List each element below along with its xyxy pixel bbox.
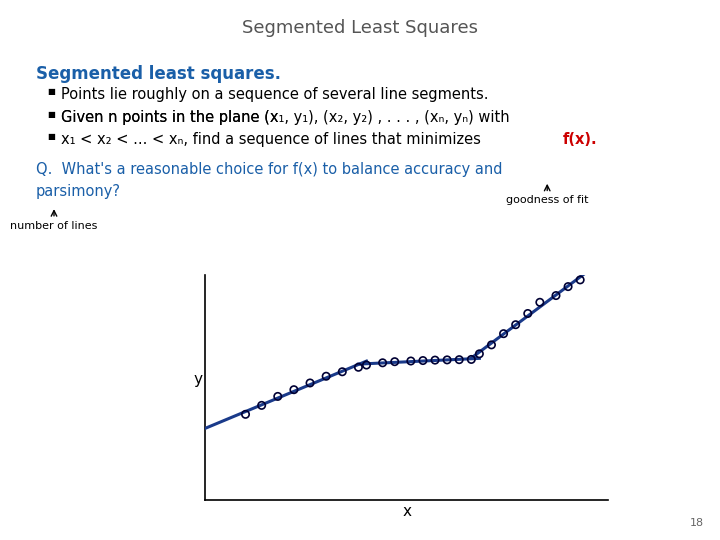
Y-axis label: y: y — [194, 373, 203, 388]
Text: x₁ < x₂ < ... < xₙ, find a sequence of lines that minimizes: x₁ < x₂ < ... < xₙ, find a sequence of l… — [61, 132, 486, 147]
Point — [562, 282, 574, 291]
Point — [441, 355, 453, 364]
Point — [575, 275, 586, 284]
Point — [550, 291, 562, 300]
Text: goodness of fit: goodness of fit — [506, 195, 588, 206]
Point — [417, 356, 428, 365]
Text: Given n points in the plane (x₁, y₁), (x₂, y₂) , . . . , (xₙ, yₙ) with: Given n points in the plane (x₁, y₁), (x… — [61, 110, 510, 125]
Text: ■: ■ — [47, 110, 55, 119]
Text: Points lie roughly on a sequence of several line segments.: Points lie roughly on a sequence of seve… — [61, 87, 489, 103]
Point — [429, 356, 441, 364]
Text: Given n points in the plane (x: Given n points in the plane (x — [61, 110, 279, 125]
Point — [377, 359, 388, 367]
Point — [466, 355, 477, 364]
Text: f(x).: f(x). — [563, 132, 598, 147]
Point — [389, 357, 400, 366]
Point — [320, 372, 332, 381]
Text: 18: 18 — [690, 518, 704, 528]
Text: Q.  What's a reasonable choice for f(x) to balance accuracy and: Q. What's a reasonable choice for f(x) t… — [36, 162, 503, 177]
Point — [405, 357, 417, 366]
Point — [474, 349, 485, 358]
Point — [510, 320, 521, 329]
Text: ■: ■ — [47, 87, 55, 97]
Point — [272, 392, 284, 401]
Point — [498, 329, 509, 338]
Point — [336, 367, 348, 376]
Point — [522, 309, 534, 318]
Point — [486, 341, 498, 349]
Point — [288, 386, 300, 394]
Point — [240, 410, 251, 418]
Text: number of lines: number of lines — [10, 221, 98, 231]
X-axis label: x: x — [402, 504, 411, 518]
Text: Segmented least squares.: Segmented least squares. — [36, 65, 281, 83]
Point — [305, 379, 316, 387]
Point — [454, 355, 465, 364]
Text: Segmented Least Squares: Segmented Least Squares — [242, 19, 478, 37]
Point — [534, 298, 546, 307]
Point — [353, 363, 364, 372]
Text: ■: ■ — [47, 132, 55, 141]
Text: parsimony?: parsimony? — [36, 184, 121, 199]
Point — [256, 401, 267, 410]
Point — [361, 361, 372, 369]
